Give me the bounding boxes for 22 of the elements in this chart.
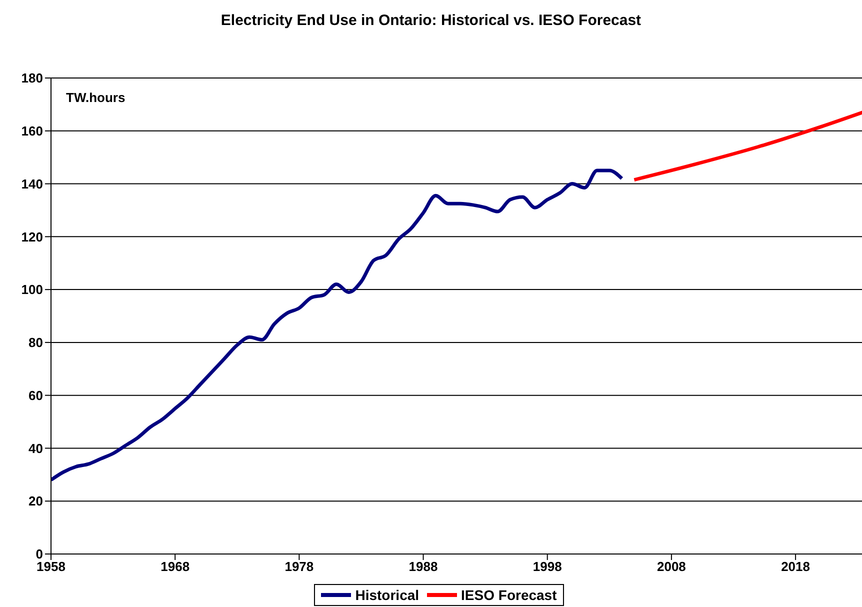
x-tick-label: 1998 [532, 559, 562, 574]
unit-note: TW.hours [66, 90, 126, 105]
y-tick-label: 80 [28, 335, 43, 350]
x-tick-label: 1968 [160, 559, 190, 574]
x-tick-label: 1988 [408, 559, 438, 574]
y-tick-label: 160 [21, 124, 43, 139]
y-tick-label: 140 [21, 176, 43, 192]
y-tick-label: 100 [21, 282, 43, 298]
y-tick-label: 0 [36, 546, 43, 562]
legend-label: IESO Forecast [460, 587, 557, 603]
y-tick-label: 180 [21, 70, 43, 86]
y-tick-label: 120 [21, 229, 43, 244]
line-series [51, 168, 624, 482]
chart-title: Electricity End Use in Ontario: Historical vs. IESO Forecast [220, 11, 642, 31]
legend-label: Historical [354, 587, 420, 603]
y-tick-label: 40 [28, 440, 43, 456]
x-tick-label: 1958 [36, 559, 66, 574]
y-tick-label: 60 [28, 388, 43, 403]
y-tick-label: 20 [28, 494, 43, 509]
x-tick-label: 2018 [781, 559, 810, 574]
x-tick-label: 1978 [284, 559, 314, 574]
x-tick-label: 2008 [656, 559, 686, 574]
